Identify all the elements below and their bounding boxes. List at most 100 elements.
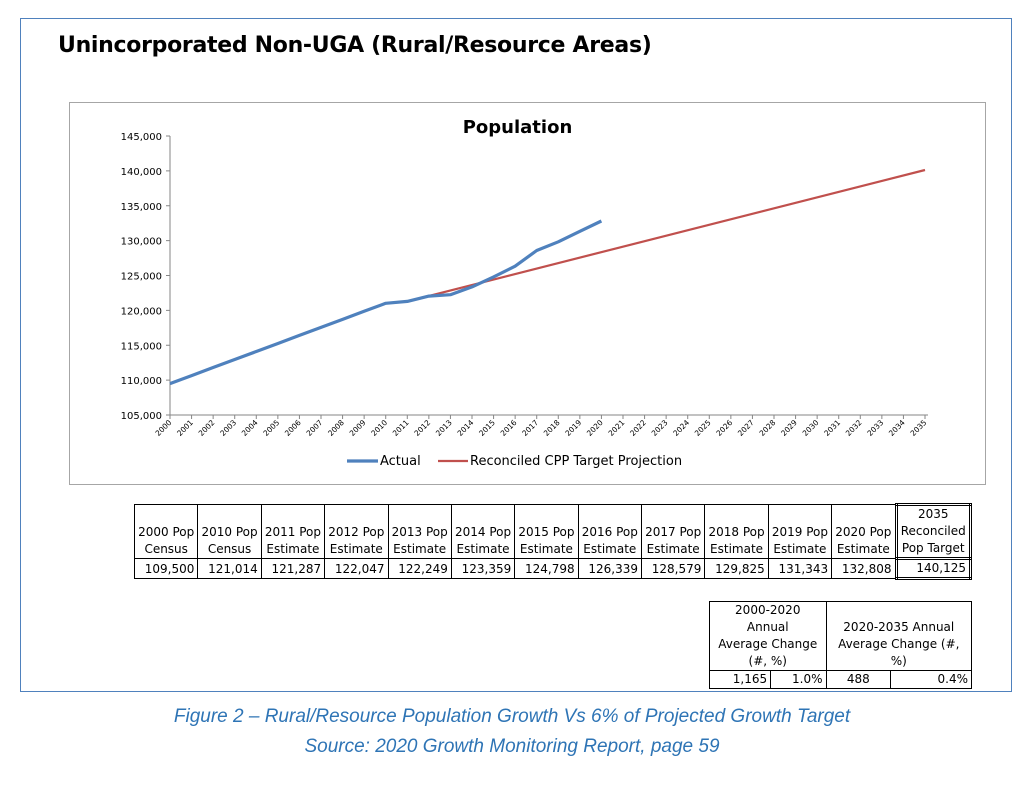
population-table-header: 2019 Pop Estimate [767, 504, 833, 559]
chart-title: Population [463, 117, 573, 138]
x-tick-label: 2005 [261, 418, 281, 438]
x-tick-label: 2007 [305, 418, 325, 438]
population-table-header: 2014 Pop Estimate [450, 504, 516, 559]
population-table-header-line: 2018 Pop [708, 525, 765, 539]
population-table-header-line: Estimate [773, 542, 827, 556]
population-table-value: 128,579 [640, 558, 706, 579]
change-2000-2020-header-line: 2000-2020 Annual [735, 603, 801, 634]
x-tick-label: 2023 [650, 418, 670, 438]
y-tick-label: 145,000 [121, 132, 162, 143]
population-table-value: 124,798 [514, 558, 579, 579]
change-2020-2035-percent: 0.4% [890, 670, 972, 689]
x-tick-label: 2001 [175, 418, 195, 438]
change-2020-2035-header-line: 2020-2035 Annual [843, 620, 955, 634]
x-tick-label: 2034 [887, 418, 907, 438]
population-table-header-line: Estimate [836, 542, 890, 556]
x-tick-label: 2030 [801, 418, 821, 438]
legend-projection-label: Reconciled CPP Target Projection [470, 454, 682, 469]
y-tick-label: 130,000 [121, 237, 162, 248]
population-table-header: 2012 Pop Estimate [324, 504, 389, 559]
y-tick-label: 135,000 [121, 202, 162, 213]
population-table-header-line: Estimate [646, 542, 700, 556]
y-tick-label: 120,000 [121, 306, 162, 317]
chart-canvas: Population 105,000 110,000 115,000 120,000 12… [121, 117, 929, 469]
population-table-value: 122,047 [324, 558, 389, 579]
x-tick-label: 2020 [585, 418, 605, 438]
population-table-value: 123,359 [450, 558, 516, 579]
population-table-value: 109,500 [133, 558, 199, 579]
population-table-header: 2010 Pop Census [197, 504, 262, 559]
x-tick-label: 2021 [607, 418, 627, 438]
population-table-header-line: 2013 Pop [391, 525, 448, 539]
population-table-header-line: 2019 Pop [771, 525, 828, 539]
population-table-value-row: 109,500 121,014 121,287 122,047 122,249 123,3… [133, 557, 973, 580]
change-2000-2020-count: 1,165 [708, 670, 772, 689]
x-tick-label: 2031 [822, 418, 842, 438]
population-table-header: 2011 Pop Estimate [260, 504, 326, 559]
population-table-value: 126,339 [577, 558, 643, 579]
population-table-header: 2015 Pop Estimate [514, 504, 579, 559]
x-tick-label: 2032 [844, 418, 864, 438]
average-change-value-row: 1,165 1.0% 488 0.4% [708, 670, 972, 689]
change-2020-2035-count: 488 [825, 670, 892, 689]
population-table-header-line: Estimate [583, 542, 637, 556]
population-table-header-line: 2035 [917, 507, 949, 521]
x-tick-label: 2013 [434, 418, 454, 438]
population-table-value: 132,808 [831, 558, 897, 579]
population-table-header-line: Estimate [329, 542, 383, 556]
figure-caption: Figure 2 – Rural/Resource Population Gro… [173, 706, 851, 727]
population-table-header: 2016 Pop Estimate [577, 504, 643, 559]
population-table-value: 121,014 [197, 558, 262, 579]
change-2000-2020-percent: 1.0% [770, 670, 827, 689]
x-tick-label: 2006 [283, 418, 303, 438]
change-2000-2020-header: 2000-2020 Annual Average Change (#, %) [709, 601, 827, 671]
population-table-header-line: 2015 Pop [518, 525, 575, 539]
y-tick-label: 105,000 [121, 411, 162, 422]
change-2020-2035-header: 2020-2035 Annual Average Change (#, %) [825, 601, 973, 671]
population-table-header-row: 2000 Pop Census 2010 Pop Census 2011 Pop Esti… [133, 503, 973, 560]
figure-source: Source: 2020 Growth Monitoring Report, p… [304, 736, 720, 757]
population-table-header-line: 2014 Pop [455, 525, 512, 539]
actual-series-line [169, 219, 603, 386]
population-table-header-line: Estimate [266, 542, 320, 556]
population-table-header: 2020 Pop Estimate [831, 504, 897, 559]
population-table-header: 2017 Pop Estimate [640, 504, 706, 559]
x-tick-label: 2014 [456, 418, 476, 438]
population-table-value: 131,343 [767, 558, 833, 579]
y-tick-label: 115,000 [121, 341, 162, 352]
figure-frame [20, 18, 1012, 692]
y-tick-label: 125,000 [121, 272, 162, 283]
change-2000-2020-header-line: Average Change [718, 637, 818, 651]
x-tick-label: 2026 [714, 418, 734, 438]
x-tick-label: 2011 [391, 418, 411, 438]
population-table-header-line: Estimate [519, 542, 573, 556]
population-table-header-line: Census [207, 542, 252, 556]
population-table-header-line: 2011 Pop [264, 525, 321, 539]
change-2020-2035-header-line: Average Change (#, %) [838, 637, 960, 668]
population-table-header-line: Estimate [456, 542, 510, 556]
x-tick-label: 2028 [758, 418, 778, 438]
population-table-header-line: 2017 Pop [645, 525, 702, 539]
population-table-header-line: Estimate [710, 542, 764, 556]
population-chart: Population 105,000 110,000 115,000 120,000 12… [69, 102, 986, 485]
x-tick-label: 2018 [542, 418, 562, 438]
x-tick-label: 2008 [326, 418, 346, 438]
average-change-header-row: 2000-2020 Annual Average Change (#, %) 2… [709, 601, 973, 671]
x-tick-label: 2004 [240, 418, 260, 438]
population-table-value: 121,287 [260, 558, 326, 579]
x-tick-label: 2003 [218, 418, 238, 438]
x-tick-label: 2017 [520, 418, 540, 438]
x-tick-label: 2024 [671, 418, 691, 438]
page-title: Unincorporated Non-UGA (Rural/Resource A… [58, 33, 652, 58]
x-tick-label: 2016 [499, 418, 519, 438]
x-tick-label: 2019 [563, 418, 583, 438]
average-change-table: 2000-2020 Annual Average Change (#, %) 2… [708, 601, 973, 689]
x-tick-label: 2027 [736, 418, 756, 438]
population-table-header-line: Reconciled [900, 524, 966, 538]
y-tick-label: 110,000 [121, 376, 162, 387]
population-table-header-line: 2012 Pop [328, 525, 385, 539]
x-tick-label: 2022 [628, 418, 648, 438]
projection-series-line [407, 168, 926, 303]
x-tick-label: 2009 [348, 418, 368, 438]
population-table-header: 2013 Pop Estimate [387, 504, 452, 559]
